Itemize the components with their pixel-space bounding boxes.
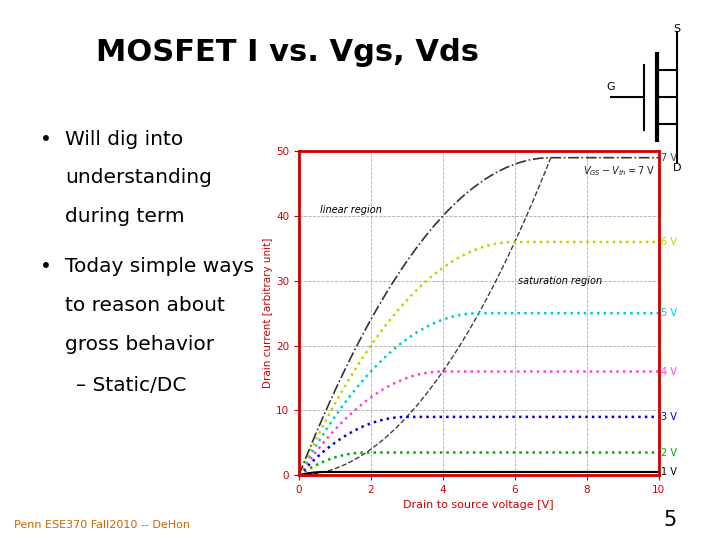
Text: G: G (606, 82, 615, 92)
Text: understanding: understanding (65, 168, 212, 187)
X-axis label: Drain to source voltage [V]: Drain to source voltage [V] (403, 501, 554, 510)
Text: 1 V: 1 V (661, 467, 677, 477)
Text: $V_{GS}-V_{th}=7$ V: $V_{GS}-V_{th}=7$ V (582, 164, 655, 178)
Text: Will dig into: Will dig into (65, 130, 183, 148)
Text: S: S (673, 24, 680, 34)
Y-axis label: Drain current [arbitrary unit]: Drain current [arbitrary unit] (264, 238, 273, 388)
Text: gross behavior: gross behavior (65, 335, 214, 354)
Text: Today simple ways: Today simple ways (65, 257, 254, 276)
Text: saturation region: saturation region (518, 276, 603, 286)
Text: MOSFET I vs. Vgs, Vds: MOSFET I vs. Vgs, Vds (96, 38, 480, 67)
Text: D: D (672, 163, 681, 173)
Text: to reason about: to reason about (65, 296, 225, 315)
Text: Penn ESE370 Fall2010 -- DeHon: Penn ESE370 Fall2010 -- DeHon (14, 520, 190, 530)
Text: 6 V: 6 V (661, 237, 677, 247)
Text: – Static/DC: – Static/DC (76, 376, 186, 395)
Text: 5: 5 (664, 510, 677, 530)
Text: 3 V: 3 V (661, 412, 677, 422)
Text: 4 V: 4 V (661, 367, 677, 376)
Text: •: • (40, 130, 51, 148)
Text: •: • (40, 257, 51, 276)
Text: 5 V: 5 V (661, 308, 677, 318)
Text: 2 V: 2 V (661, 448, 677, 457)
Text: linear region: linear region (320, 205, 382, 214)
Text: during term: during term (65, 207, 184, 226)
Text: 7 V: 7 V (661, 153, 677, 163)
